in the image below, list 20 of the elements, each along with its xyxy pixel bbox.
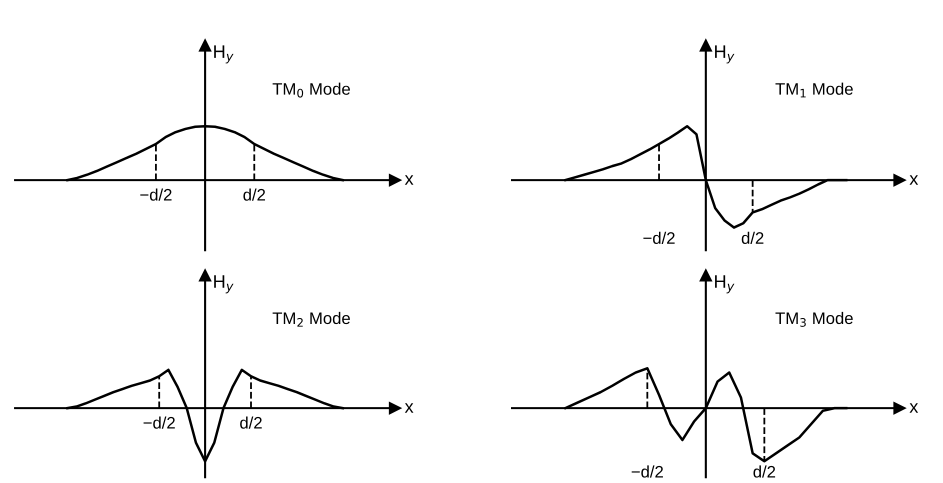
x-tick-label: d/2: [240, 416, 262, 429]
x-tick-label: d/2: [753, 465, 776, 478]
x-tick-label: −d/2: [140, 188, 172, 201]
chart-title: TM$_{2}$ Mode: [272, 312, 350, 327]
x-tick-label: d/2: [742, 232, 764, 244]
x-axis-title: x: [404, 403, 414, 413]
chart-title: TM$_{3}$ Mode: [775, 312, 853, 327]
x-axis-title: x: [404, 175, 414, 185]
y-axis-title: H$_{y}$: [715, 45, 734, 64]
x-axis-title: x: [910, 403, 918, 413]
chart-title: TM$_{0}$ Mode: [272, 82, 350, 98]
y-axis-title: H$_{y}$: [214, 45, 234, 64]
y-axis-title: H$_{y}$: [715, 275, 734, 294]
chart-title: TM$_{1}$ Mode: [775, 82, 853, 98]
x-tick-label: d/2: [243, 188, 266, 201]
x-tick-label: −d/2: [643, 232, 675, 244]
x-tick-label: −d/2: [144, 416, 175, 429]
x-axis-title: x: [910, 175, 918, 185]
x-tick-label: −d/2: [632, 465, 663, 478]
y-axis-title: H$_{y}$: [214, 275, 234, 294]
